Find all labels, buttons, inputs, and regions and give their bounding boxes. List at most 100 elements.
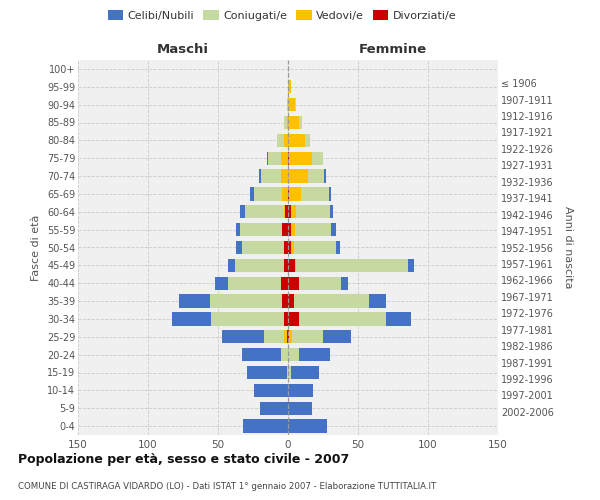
Bar: [288, 116, 299, 129]
Bar: [267, 152, 268, 165]
Text: Femmine: Femmine: [359, 44, 427, 57]
Bar: [296, 205, 330, 218]
Bar: [288, 276, 299, 290]
Y-axis label: Anni di nascita: Anni di nascita: [563, 206, 573, 289]
Bar: [284, 258, 288, 272]
Bar: [284, 205, 285, 218]
Bar: [236, 241, 242, 254]
Bar: [288, 402, 312, 415]
Bar: [247, 366, 287, 379]
Bar: [243, 420, 288, 433]
Bar: [254, 384, 288, 397]
Bar: [283, 294, 288, 308]
Bar: [236, 223, 241, 236]
Bar: [250, 187, 254, 200]
Bar: [341, 276, 348, 290]
Bar: [241, 205, 245, 218]
Bar: [242, 348, 281, 362]
Bar: [281, 348, 288, 362]
Text: Maschi: Maschi: [157, 44, 209, 57]
Bar: [323, 330, 351, 344]
Bar: [296, 258, 409, 272]
Bar: [284, 241, 288, 254]
Bar: [289, 330, 292, 344]
Bar: [288, 223, 291, 236]
Bar: [281, 152, 288, 165]
Bar: [284, 330, 287, 344]
Legend: Celibi/Nubili, Coniugati/e, Vedovi/e, Divorziati/e: Celibi/Nubili, Coniugati/e, Vedovi/e, Di…: [106, 8, 458, 23]
Bar: [288, 98, 295, 112]
Bar: [287, 98, 288, 112]
Bar: [262, 170, 281, 183]
Bar: [330, 205, 333, 218]
Bar: [254, 187, 283, 200]
Bar: [209, 294, 283, 308]
Text: COMUNE DI CASTIRAGA VIDARDO (LO) - Dati ISTAT 1° gennaio 2007 - Elaborazione TUT: COMUNE DI CASTIRAGA VIDARDO (LO) - Dati …: [18, 482, 436, 491]
Bar: [288, 312, 299, 326]
Bar: [287, 116, 288, 129]
Bar: [301, 187, 329, 200]
Bar: [235, 258, 284, 272]
Bar: [299, 116, 302, 129]
Bar: [284, 116, 287, 129]
Bar: [288, 170, 308, 183]
Bar: [369, 294, 386, 308]
Bar: [288, 366, 291, 379]
Bar: [281, 170, 288, 183]
Bar: [293, 241, 335, 254]
Bar: [215, 276, 228, 290]
Bar: [222, 330, 264, 344]
Bar: [285, 205, 288, 218]
Bar: [299, 276, 341, 290]
Bar: [295, 223, 331, 236]
Bar: [288, 420, 327, 433]
Bar: [295, 258, 296, 272]
Bar: [292, 330, 323, 344]
Bar: [242, 241, 284, 254]
Bar: [288, 187, 289, 200]
Bar: [288, 330, 289, 344]
Bar: [288, 152, 289, 165]
Bar: [179, 294, 209, 308]
Bar: [329, 187, 331, 200]
Y-axis label: Fasce di età: Fasce di età: [31, 214, 41, 280]
Bar: [283, 223, 288, 236]
Bar: [259, 170, 262, 183]
Bar: [288, 134, 305, 147]
Bar: [211, 312, 284, 326]
Bar: [288, 294, 293, 308]
Bar: [289, 187, 301, 200]
Bar: [299, 312, 386, 326]
Bar: [386, 312, 411, 326]
Bar: [264, 330, 284, 344]
Bar: [312, 152, 323, 165]
Bar: [288, 80, 291, 94]
Bar: [293, 294, 369, 308]
Bar: [268, 152, 281, 165]
Bar: [289, 152, 312, 165]
Bar: [288, 384, 313, 397]
Bar: [241, 223, 283, 236]
Bar: [308, 170, 325, 183]
Bar: [288, 205, 291, 218]
Bar: [288, 258, 295, 272]
Bar: [335, 241, 340, 254]
Bar: [291, 205, 296, 218]
Text: Popolazione per età, sesso e stato civile - 2007: Popolazione per età, sesso e stato civil…: [18, 452, 349, 466]
Bar: [325, 170, 326, 183]
Bar: [291, 241, 293, 254]
Bar: [277, 134, 284, 147]
Bar: [291, 223, 295, 236]
Bar: [281, 276, 288, 290]
Bar: [284, 312, 288, 326]
Bar: [409, 258, 414, 272]
Bar: [331, 223, 335, 236]
Bar: [295, 98, 296, 112]
Bar: [245, 205, 284, 218]
Bar: [287, 330, 288, 344]
Bar: [288, 348, 299, 362]
Bar: [284, 134, 288, 147]
Bar: [299, 348, 330, 362]
Bar: [287, 366, 288, 379]
Bar: [172, 312, 211, 326]
